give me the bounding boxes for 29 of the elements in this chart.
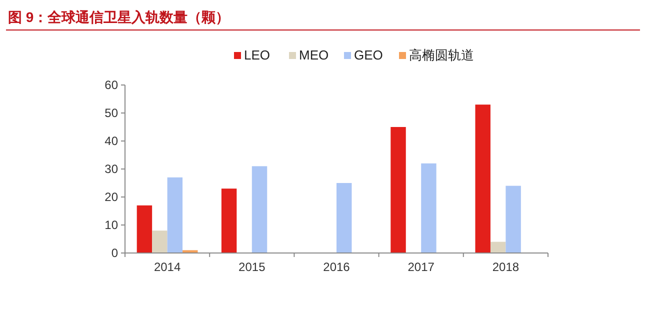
y-tick-label: 20 (104, 190, 118, 204)
bar (152, 230, 168, 253)
legend-label: MEO (299, 48, 329, 62)
bar (182, 250, 198, 253)
bar (136, 205, 152, 253)
y-tick-label: 10 (104, 218, 118, 232)
bar (167, 177, 183, 253)
x-tick-label: 2018 (492, 260, 520, 274)
legend-label: GEO (354, 48, 383, 62)
x-tick-label: 2014 (154, 260, 181, 274)
bar (336, 183, 352, 253)
legend-label: LEO (244, 48, 270, 62)
bar (390, 127, 406, 253)
y-tick-label: 50 (104, 106, 118, 120)
legend-label: 高椭圆轨道 (409, 48, 474, 62)
chart-title: 图 9：全球通信卫星入轨数量（颗） (8, 9, 230, 25)
bar (490, 242, 506, 253)
bar (252, 166, 268, 253)
bar (506, 186, 521, 253)
bar (221, 188, 237, 253)
y-tick-label: 30 (104, 162, 118, 176)
y-tick-label: 40 (104, 134, 118, 148)
y-tick-label: 60 (104, 78, 118, 92)
x-tick-label: 2015 (238, 260, 266, 274)
bar (475, 104, 490, 253)
x-tick-label: 2017 (408, 260, 435, 274)
x-tick-label: 2016 (323, 260, 350, 274)
y-tick-label: 0 (111, 246, 118, 260)
bar (421, 163, 436, 253)
